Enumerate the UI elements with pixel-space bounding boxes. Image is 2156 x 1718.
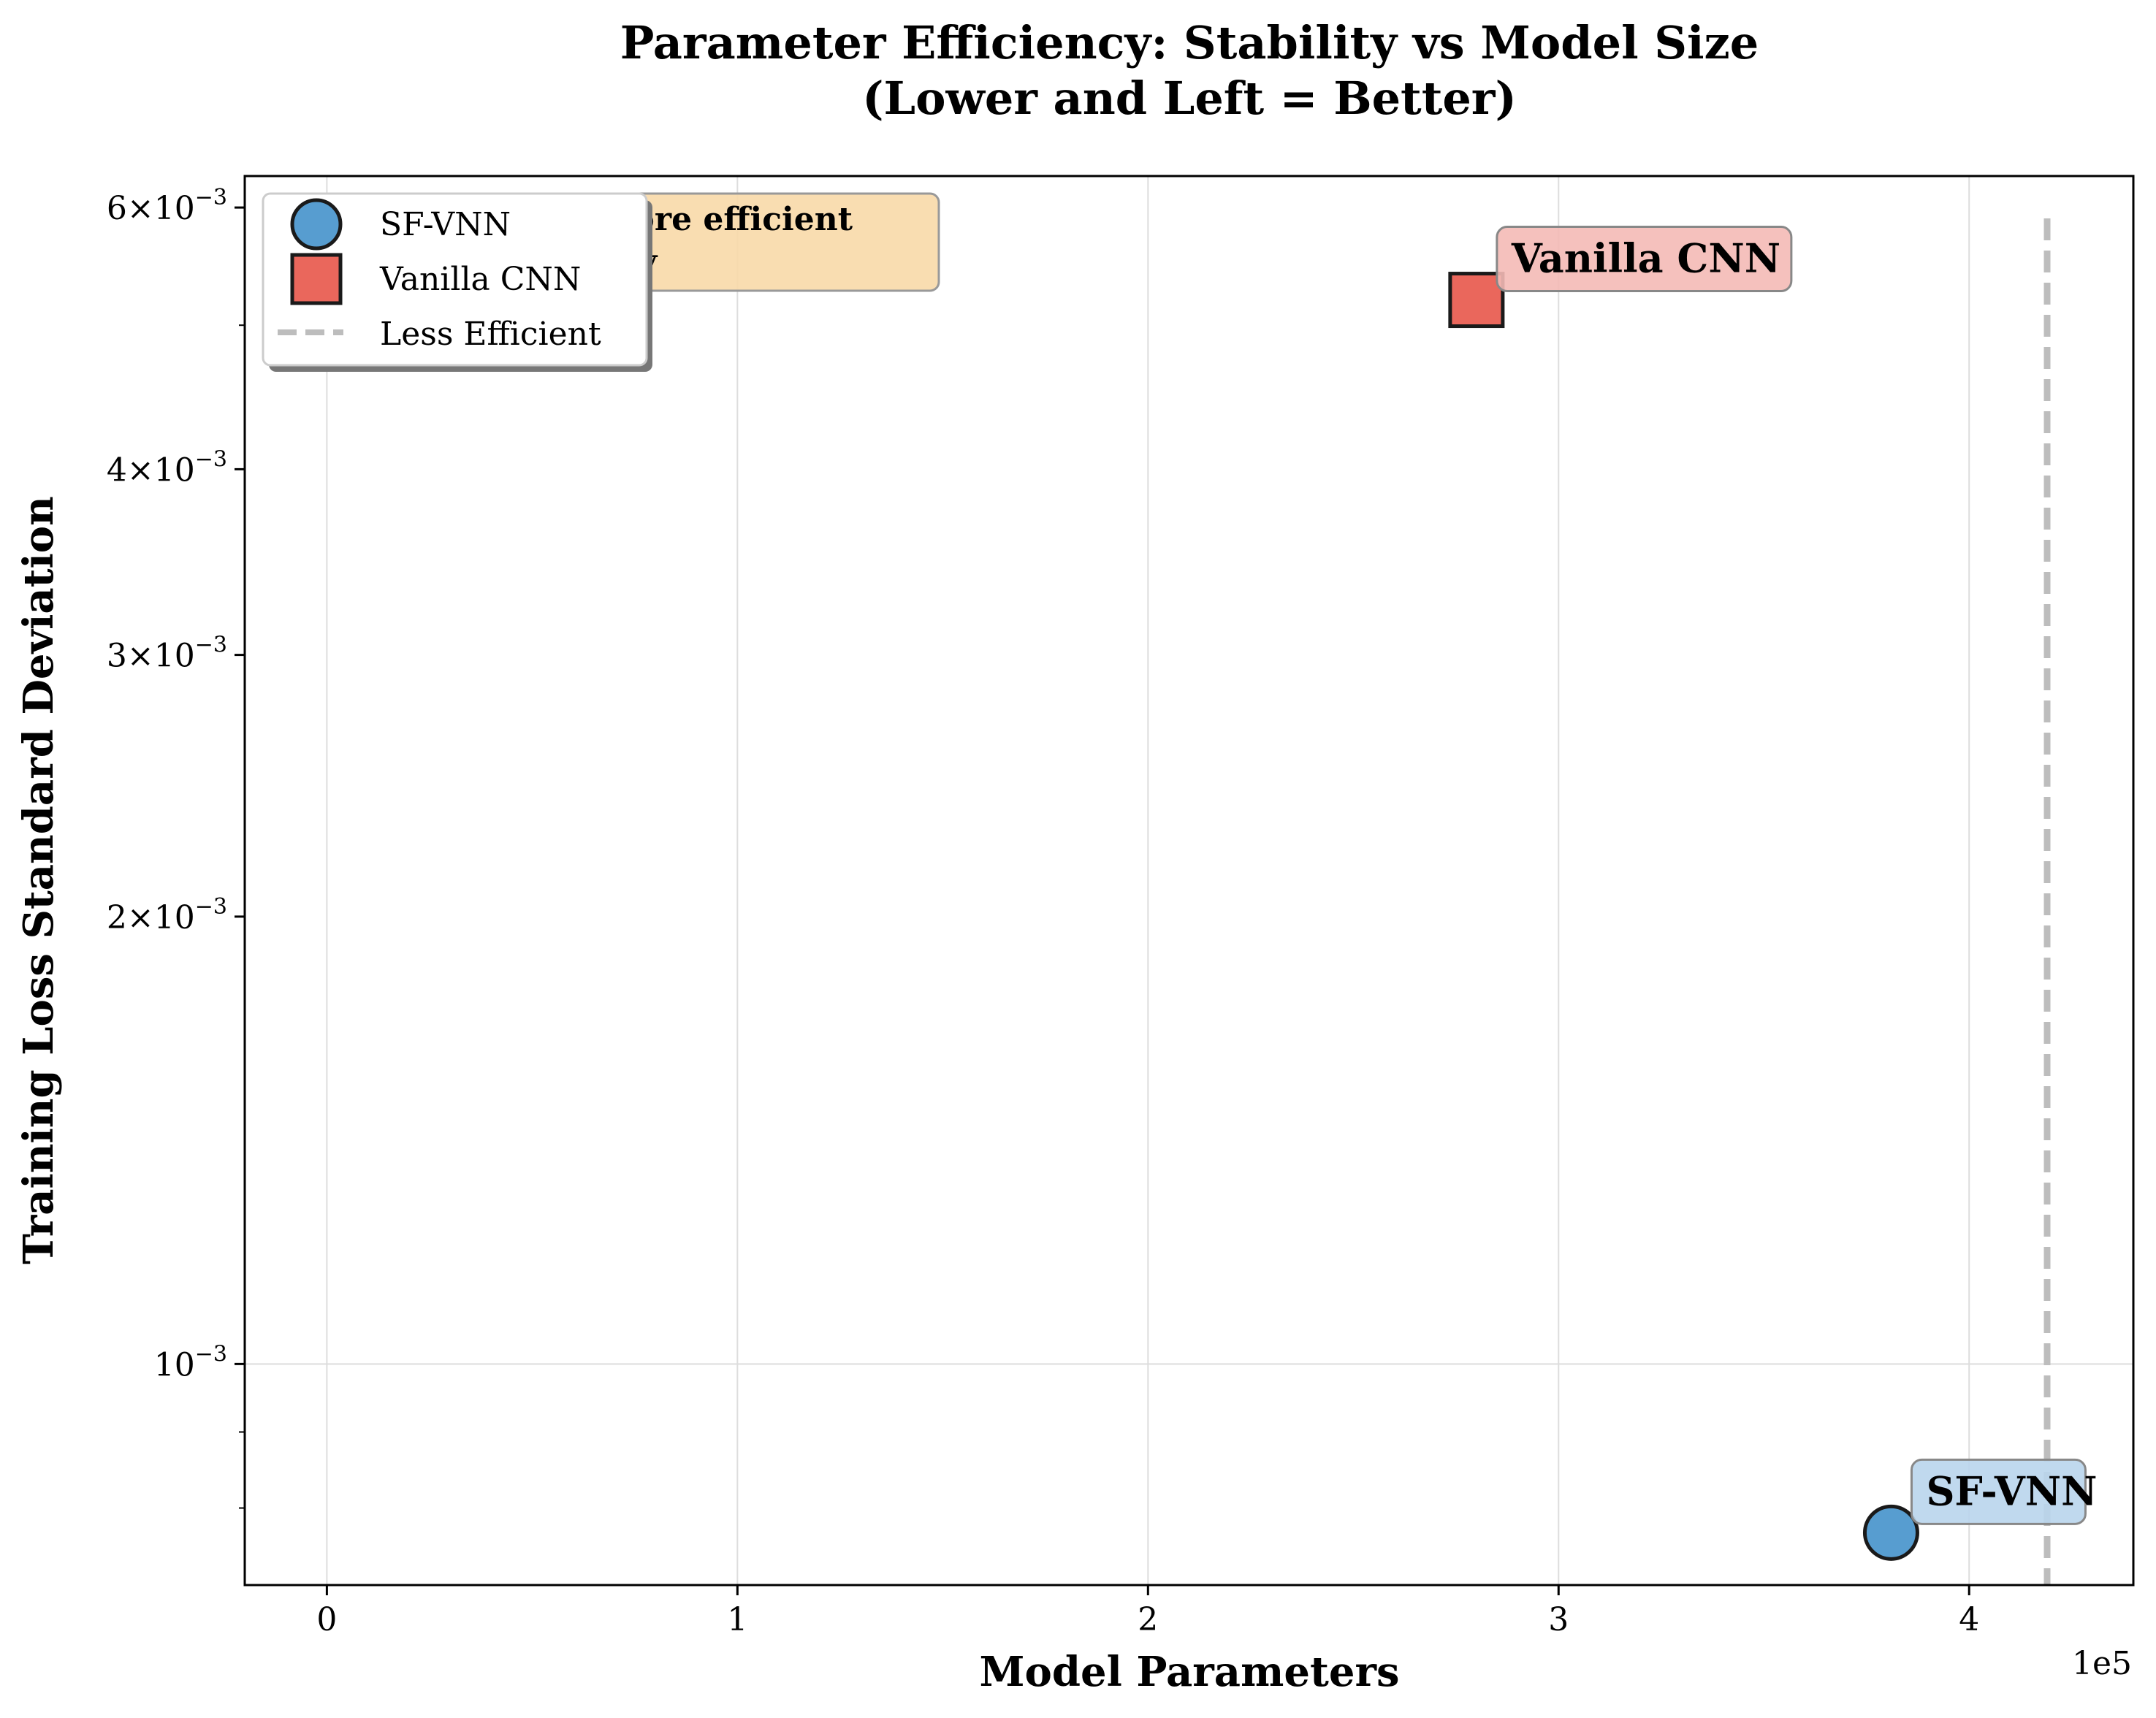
- legend-label-less-efficient: Less Efficient: [380, 316, 601, 353]
- x-offset-label: 1e5: [2072, 1645, 2132, 1682]
- grid-lines: [245, 176, 2133, 1585]
- legend-box: [262, 192, 648, 367]
- chart-title-line2: (Lower and Left = Better): [862, 72, 1517, 125]
- y-ticks: 10−3 2×10−3 3×10−3 4×10−3 6×10−3: [107, 185, 245, 1509]
- legend-label-vanilla-cnn: Vanilla CNN: [379, 261, 581, 298]
- y-tick-label: 3×10−3: [107, 633, 227, 675]
- point-vanilla-cnn: [1448, 272, 1505, 329]
- x-axis-label: Model Parameters: [980, 1648, 1400, 1696]
- x-tick-label: 0: [316, 1601, 337, 1638]
- y-tick-label: 6×10−3: [107, 185, 227, 227]
- x-ticks: 0 1 2 3 4: [316, 1585, 1979, 1638]
- legend-label-sf-vnn: SF-VNN: [380, 206, 511, 243]
- y-tick-label: 10−3: [154, 1341, 227, 1383]
- data-points: SF-VNN Vanilla CNN: [1448, 226, 2097, 1561]
- legend-marker-vanilla-cnn: [290, 253, 343, 305]
- y-axis-label: Training Loss Standard Deviation: [15, 496, 63, 1264]
- x-tick-label: 3: [1548, 1601, 1569, 1638]
- y-tick-label: 2×10−3: [107, 894, 227, 936]
- x-tick-label: 1: [727, 1601, 747, 1638]
- x-tick-label: 2: [1138, 1601, 1158, 1638]
- plot-frame: [243, 175, 2135, 1587]
- label-box-vanilla-cnn: [1496, 226, 1793, 293]
- label-sf-vnn: SF-VNN: [1926, 1467, 2097, 1514]
- y-tick-label: 4×10−3: [107, 446, 227, 489]
- legend-marker-sf-vnn: [290, 198, 343, 251]
- chart-title-line1: Parameter Efficiency: Stability vs Model…: [620, 16, 1759, 69]
- point-sf-vnn: [1862, 1504, 1919, 1561]
- x-tick-label: 4: [1959, 1601, 1979, 1638]
- label-box-sf-vnn: [1910, 1458, 2087, 1525]
- legend: SF-VNN Vanilla CNN Less Efficient: [262, 192, 652, 372]
- label-vanilla-cnn: Vanilla CNN: [1511, 235, 1780, 282]
